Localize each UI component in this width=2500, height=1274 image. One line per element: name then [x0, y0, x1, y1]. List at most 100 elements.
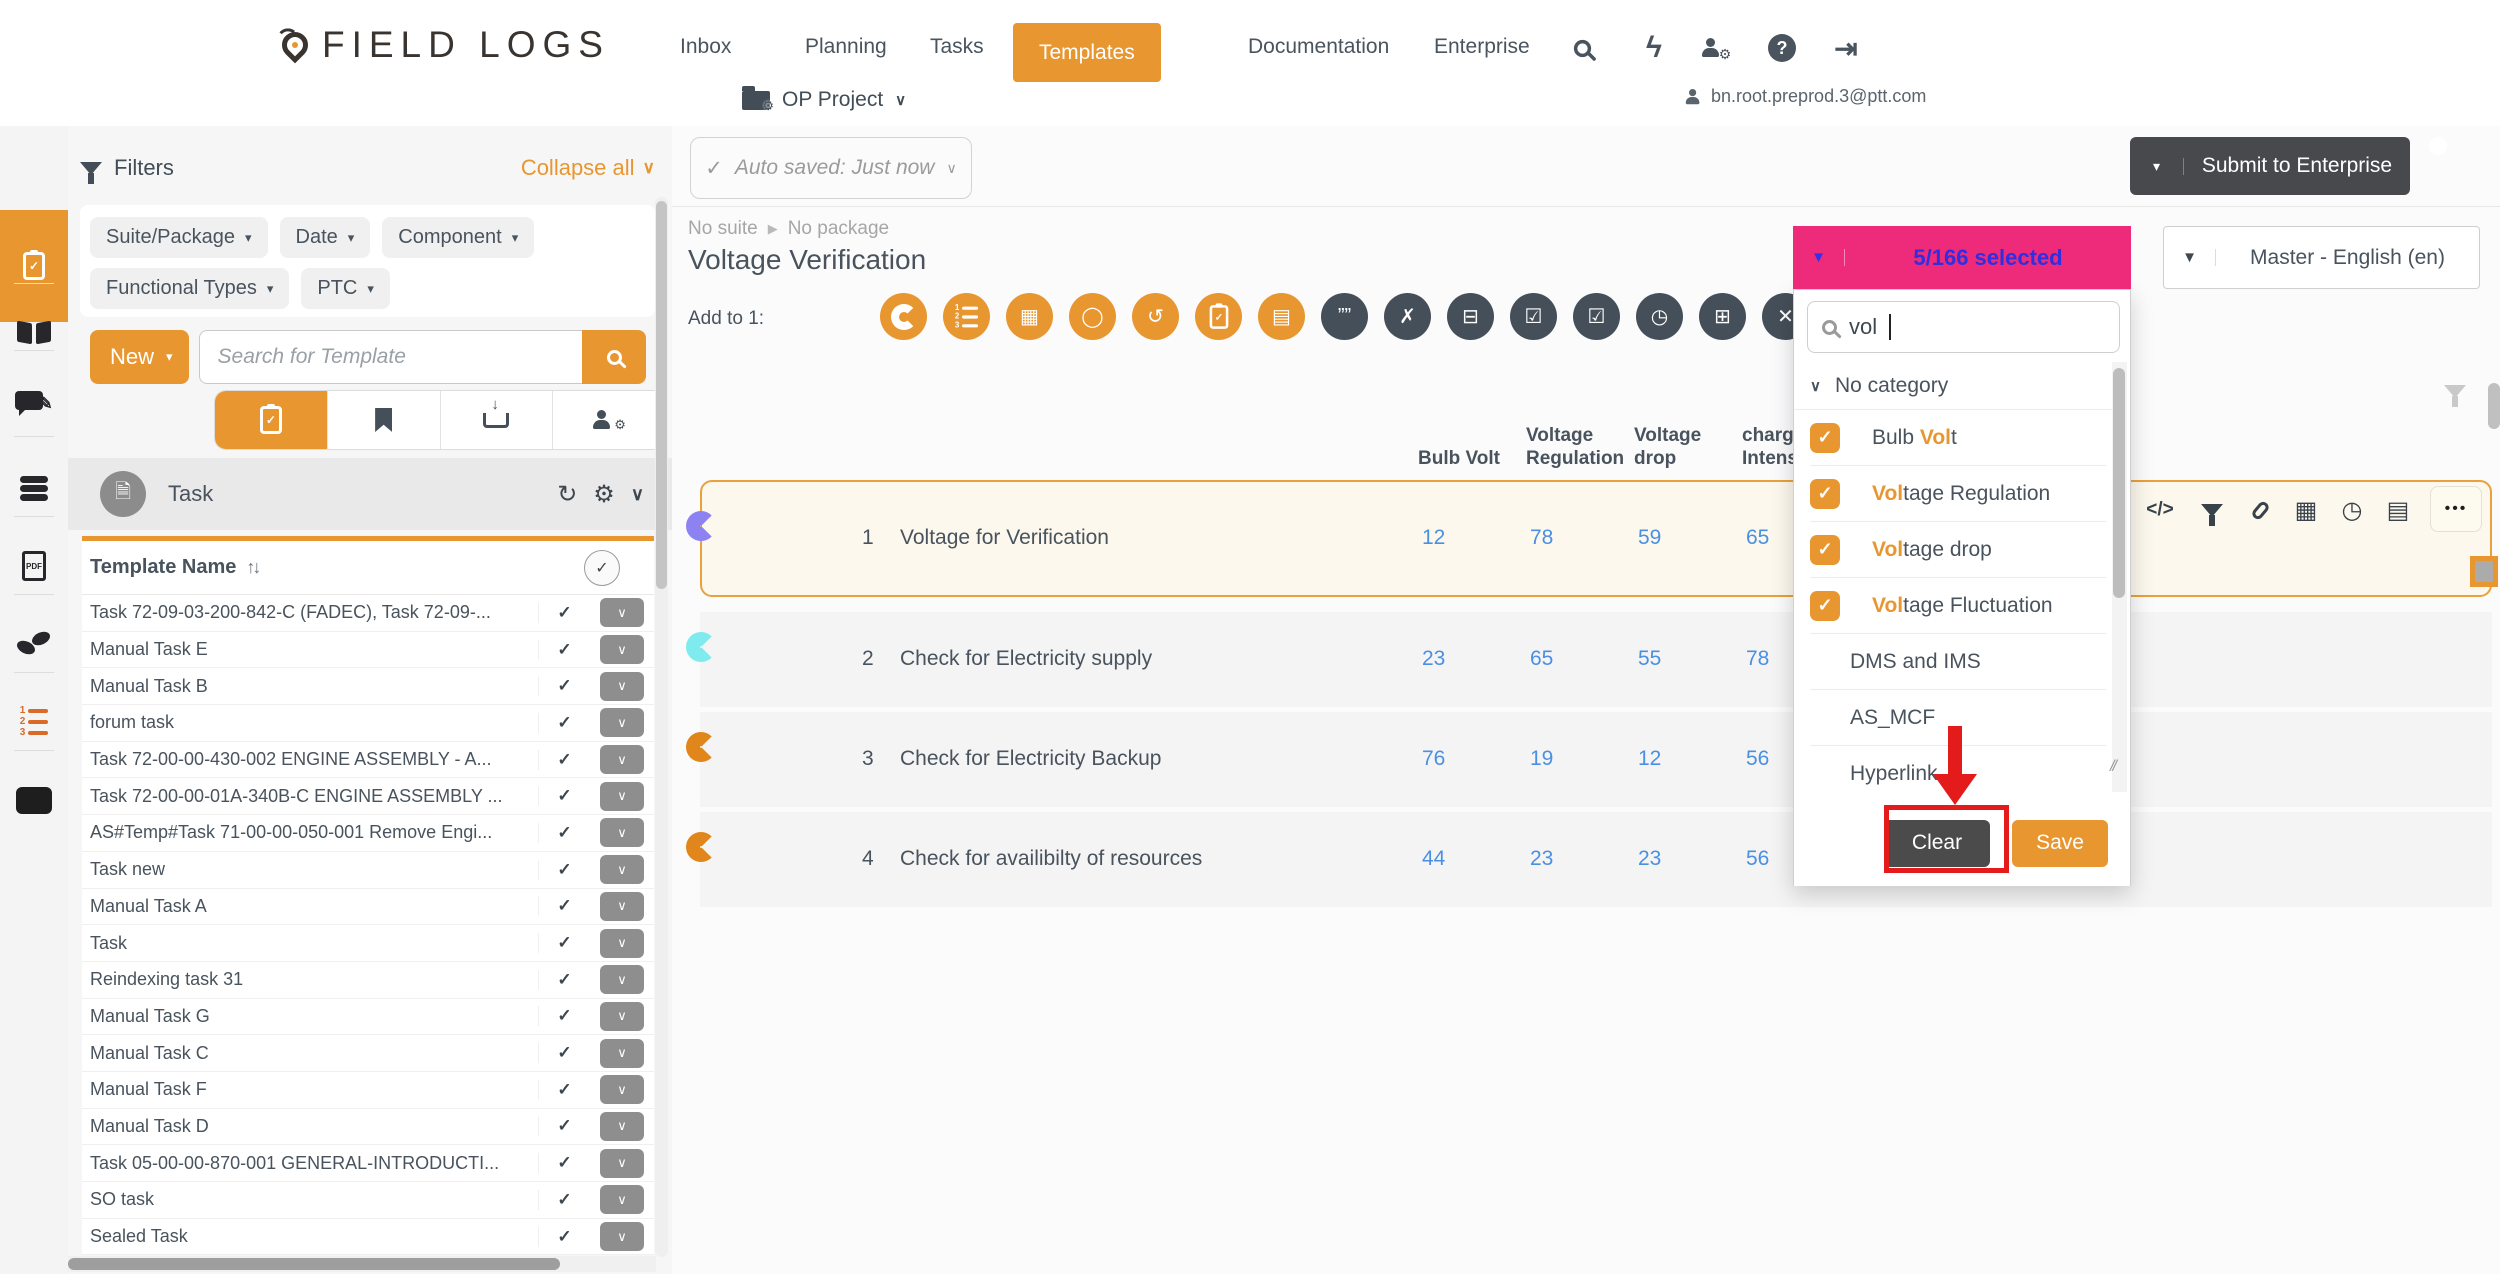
circle-outline-icon[interactable]: ◯ — [1069, 293, 1116, 340]
table-grid-icon[interactable]: ▦ — [1006, 293, 1053, 340]
more-options-button[interactable]: ••• — [2430, 486, 2482, 532]
rail-feedback-comment-edit-icon[interactable]: ✎ — [0, 360, 68, 440]
template-row-name[interactable]: Sealed Task — [90, 1226, 188, 1247]
template-list-horizontal-scrollbar[interactable] — [68, 1256, 656, 1272]
template-row-expand-button[interactable]: ∨ — [600, 708, 644, 738]
task-row[interactable] — [700, 712, 2492, 807]
filter-chip-suite-package[interactable]: Suite/Package ▾ — [90, 217, 268, 258]
help-icon[interactable]: ? — [1762, 30, 1802, 66]
task-name[interactable]: Check for Electricity supply — [900, 646, 1153, 670]
category-group-header[interactable]: ∨ No category — [1794, 362, 2112, 410]
open-circle-icon[interactable] — [880, 293, 927, 340]
checkbox-check-icon[interactable]: ☑ — [1573, 293, 1620, 340]
stopwatch-icon[interactable]: ◷ — [2341, 496, 2363, 524]
nav-item-tasks[interactable]: Tasks — [930, 34, 984, 58]
template-row-expand-button[interactable]: ∨ — [600, 671, 644, 701]
template-row-name[interactable]: Manual Task C — [90, 1042, 209, 1063]
chevron-down-icon[interactable]: ∨ — [630, 483, 644, 504]
template-row-expand-button[interactable]: ∨ — [600, 855, 644, 885]
template-row-name[interactable]: Task new — [90, 859, 166, 880]
template-row-name[interactable]: Manual Task A — [90, 895, 207, 916]
search-icon[interactable] — [1562, 30, 1602, 66]
checkbox-checked-icon[interactable]: ✓ — [1810, 534, 1840, 565]
clipboard-check-icon[interactable]: ✓ — [1195, 293, 1242, 340]
cell-value[interactable]: 12 — [1638, 746, 1662, 770]
calculator-icon[interactable]: ⊞ — [1699, 293, 1746, 340]
nav-item-planning[interactable]: Planning — [805, 34, 887, 58]
template-search-input[interactable] — [198, 330, 582, 384]
cell-value[interactable]: 65 — [1746, 525, 1770, 549]
category-search-box[interactable]: vol — [1807, 301, 2120, 353]
template-row-expand-button[interactable]: ∨ — [600, 635, 644, 665]
rail-solid-rectangle-icon[interactable] — [0, 760, 68, 840]
cell-value[interactable]: 56 — [1746, 746, 1770, 770]
template-row-expand-button[interactable]: ∨ — [600, 1185, 644, 1215]
template-row-expand-button[interactable]: ∨ — [600, 745, 644, 775]
template-row-name[interactable]: Task 72-09-03-200-842-C (FADEC), Task 72… — [90, 602, 491, 623]
template-row-expand-button[interactable]: ∨ — [600, 598, 644, 628]
template-row-name[interactable]: Task 72-00-00-01A-340B-C ENGINE ASSEMBLY… — [90, 785, 503, 806]
check-cross-icon[interactable]: ✗ — [1384, 293, 1431, 340]
project-selector[interactable]: ⚙ OP Project ∨ — [742, 85, 906, 113]
template-row-name[interactable]: Manual Task G — [90, 1005, 210, 1026]
category-list-scrollbar[interactable] — [2112, 362, 2127, 792]
cell-value[interactable]: 56 — [1746, 846, 1770, 870]
categories-selected-dropdown[interactable]: ▼ 5/166 selected — [1793, 226, 2131, 289]
filter-chip-ptc[interactable]: PTC ▾ — [301, 268, 390, 309]
task-row[interactable] — [700, 812, 2492, 907]
lightning-icon[interactable]: ϟ — [1646, 31, 1662, 64]
template-row-expand-button[interactable]: ∨ — [600, 818, 644, 848]
cell-value[interactable]: 44 — [1422, 846, 1446, 870]
cell-value[interactable]: 23 — [1638, 846, 1662, 870]
task-name[interactable]: Check for Electricity Backup — [900, 746, 1162, 770]
template-row-expand-button[interactable]: ∨ — [600, 781, 644, 811]
template-row-expand-button[interactable]: ∨ — [600, 1148, 644, 1178]
select-all-check-button[interactable]: ✓ — [584, 549, 620, 586]
task-name[interactable]: Check for availibilty of resources — [900, 846, 1203, 870]
template-list-scrollbar[interactable] — [655, 197, 668, 1257]
autosave-status-dropdown[interactable]: ✓ Auto saved: Just now ∨ — [690, 137, 972, 199]
filter-funnel-icon[interactable] — [2190, 492, 2234, 528]
nav-item-enterprise[interactable]: Enterprise — [1434, 34, 1530, 58]
cell-value[interactable]: 65 — [1530, 646, 1554, 670]
input-dropdown-icon[interactable]: ⊟ — [1447, 293, 1494, 340]
tab-templates[interactable]: ✓ — [215, 391, 328, 449]
template-row-name[interactable]: Task 72-00-00-430-002 ENGINE ASSEMBLY - … — [90, 749, 492, 770]
template-row-name[interactable]: Manual Task B — [90, 675, 208, 696]
checkbox-checked-icon[interactable]: ✓ — [1810, 590, 1840, 621]
cell-value[interactable]: 23 — [1422, 646, 1446, 670]
film-frames-icon[interactable]: ▤ — [1258, 293, 1305, 340]
template-row-expand-button[interactable]: ∨ — [600, 891, 644, 921]
logout-icon[interactable]: ⇥ — [1834, 32, 1858, 64]
template-row-name[interactable]: Task — [90, 932, 128, 953]
grid-icon[interactable]: ▦ — [2294, 496, 2318, 524]
cell-value[interactable]: 59 — [1638, 525, 1662, 549]
data-list-icon[interactable]: ▤ — [2386, 496, 2410, 524]
filter-chip-component[interactable]: Component ▾ — [382, 217, 535, 258]
cell-value[interactable]: 23 — [1530, 846, 1554, 870]
checklist-icon[interactable]: ☑ — [1510, 293, 1557, 340]
nav-item-templates[interactable]: Templates — [1013, 23, 1161, 82]
panel-resize-handle[interactable]: // — [2110, 758, 2117, 775]
tab-bookmarks[interactable] — [328, 391, 441, 449]
submit-to-enterprise-button[interactable]: ▾ Submit to Enterprise — [2130, 137, 2410, 195]
quotes-icon[interactable]: ”” — [1321, 293, 1368, 340]
template-row-name[interactable]: Manual Task F — [90, 1079, 207, 1100]
template-row-name[interactable]: AS#Temp#Task 71-00-00-050-001 Remove Eng… — [90, 822, 493, 843]
cell-value[interactable]: 78 — [1530, 525, 1554, 549]
nav-item-inbox[interactable]: Inbox — [680, 34, 732, 58]
filter-chip-functional-types[interactable]: Functional Types ▾ — [90, 268, 290, 309]
gear-icon[interactable]: ⚙ — [593, 480, 615, 508]
template-row-expand-button[interactable]: ∨ — [600, 1001, 644, 1031]
sort-icon[interactable]: ↑↓ — [246, 557, 261, 577]
new-template-button[interactable]: New ▾ — [90, 330, 189, 384]
column-filter-icon[interactable] — [2444, 385, 2466, 407]
template-row-name[interactable]: Task 05-00-00-870-001 GENERAL-INTRODUCTI… — [90, 1152, 500, 1173]
template-row-expand-button[interactable]: ∨ — [600, 1038, 644, 1068]
save-button[interactable]: Save — [2012, 819, 2108, 867]
main-vertical-scrollbar[interactable] — [2488, 383, 2500, 429]
category-item[interactable]: ✓ Bulb Volt — [1810, 410, 2106, 466]
refresh-icon[interactable]: ↻ — [557, 480, 578, 508]
